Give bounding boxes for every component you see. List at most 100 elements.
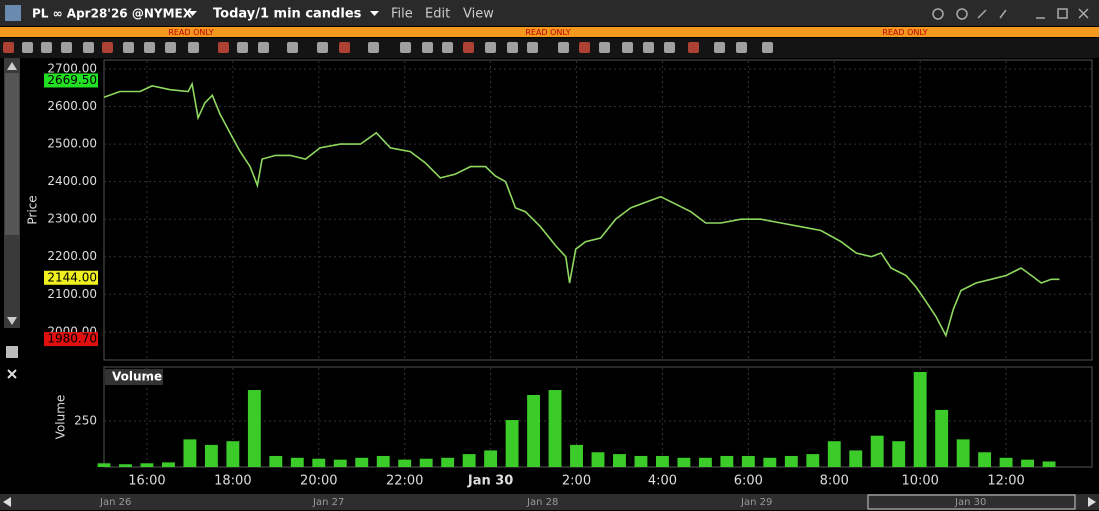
tool-icon[interactable] xyxy=(643,42,654,53)
volume-bar xyxy=(269,455,283,467)
volume-bar xyxy=(398,459,412,467)
volume-bar xyxy=(226,441,240,467)
close-panel[interactable] xyxy=(7,369,17,379)
tool-icon[interactable] xyxy=(83,42,94,53)
tool-icon[interactable] xyxy=(41,42,52,53)
x-tick-label: 4:00 xyxy=(648,474,677,489)
volume-bar xyxy=(419,458,433,467)
dropdown-arrow[interactable] xyxy=(188,11,197,16)
volume-bar xyxy=(527,394,541,467)
price-marker xyxy=(44,270,98,285)
y-tick-label: 2300.00 xyxy=(47,212,97,226)
volume-bar xyxy=(720,455,734,467)
y-tick-label: 2700.00 xyxy=(47,62,97,76)
volume-bar xyxy=(892,441,906,467)
x-tick-label: Jan 30 xyxy=(467,474,513,489)
tool-icon[interactable] xyxy=(61,42,72,53)
tool-icon[interactable] xyxy=(258,42,269,53)
maximize[interactable] xyxy=(1057,8,1068,19)
nav-left[interactable] xyxy=(3,497,11,507)
nav-date: Jan 26 xyxy=(99,497,131,508)
tool-icon[interactable] xyxy=(400,42,411,53)
tool-icon[interactable] xyxy=(558,42,569,53)
contract-title[interactable]: PL ∞ Apr28'26 @NYMEX xyxy=(32,7,193,21)
volume-bar xyxy=(613,454,626,467)
tool-icon[interactable] xyxy=(3,42,14,53)
tool-icon[interactable] xyxy=(102,42,113,53)
volume-bar xyxy=(376,455,390,467)
tool-icon[interactable] xyxy=(165,42,176,53)
tool-icon[interactable] xyxy=(317,42,328,53)
control-icon[interactable] xyxy=(932,8,944,20)
price-marker xyxy=(44,73,98,88)
tool-icon[interactable] xyxy=(218,42,229,53)
tool-icon[interactable] xyxy=(422,42,433,53)
menu-item[interactable]: View xyxy=(463,7,494,22)
scroll-up[interactable] xyxy=(7,62,17,70)
tool-icon[interactable] xyxy=(144,42,155,53)
volume-bar xyxy=(849,450,863,467)
tool-icon[interactable] xyxy=(188,42,199,53)
price-panel xyxy=(103,59,1093,361)
navigator xyxy=(0,494,1099,510)
volume-bar xyxy=(698,457,712,467)
volume-bar xyxy=(441,457,455,467)
toolbar xyxy=(0,38,1099,58)
tool-icon[interactable] xyxy=(599,42,610,53)
tool-icon[interactable] xyxy=(714,42,725,53)
volume-bar xyxy=(784,455,798,467)
control-icon[interactable] xyxy=(977,9,987,19)
tool-icon[interactable] xyxy=(664,42,675,53)
close[interactable] xyxy=(1078,8,1089,19)
nav-right[interactable] xyxy=(1088,497,1096,507)
scroll-thumb[interactable] xyxy=(5,73,19,235)
y-tick-label: 2500.00 xyxy=(47,137,97,151)
tool-icon[interactable] xyxy=(463,42,474,53)
volume-bar xyxy=(290,457,304,467)
x-tick-label: 2:00 xyxy=(562,474,591,489)
y-axis-label: Volume xyxy=(54,395,68,440)
dropdown-arrow[interactable] xyxy=(370,11,379,16)
tool-icon[interactable] xyxy=(507,42,518,53)
tool-icon[interactable] xyxy=(736,42,747,53)
volume-bar xyxy=(999,457,1013,467)
volume-bar xyxy=(1042,461,1056,467)
control-icon[interactable] xyxy=(999,9,1007,19)
price-marker-label: 2669.50 xyxy=(47,73,97,87)
title-bar xyxy=(0,0,1099,26)
price-line xyxy=(103,81,1060,338)
tool-icon[interactable] xyxy=(123,42,134,53)
volume-bar xyxy=(119,464,132,467)
volume-bar xyxy=(312,458,326,467)
timeframe[interactable]: Today/1 min candles xyxy=(213,7,362,22)
nav-thumb[interactable] xyxy=(867,494,1076,510)
control-icon[interactable] xyxy=(956,8,968,20)
x-tick-label: 18:00 xyxy=(214,474,251,489)
read-only: READ ONLY xyxy=(168,28,213,37)
menu-item[interactable]: Edit xyxy=(425,7,450,22)
menu-item[interactable]: File xyxy=(391,7,413,22)
tool-icon[interactable] xyxy=(368,42,379,53)
tool-icon[interactable] xyxy=(22,42,33,53)
tool-icon[interactable] xyxy=(442,42,453,53)
volume-title: Volume xyxy=(112,370,162,384)
tool-icon[interactable] xyxy=(287,42,298,53)
tool-icon[interactable] xyxy=(339,42,350,53)
volume-bar xyxy=(204,444,218,467)
tool-icon[interactable] xyxy=(485,42,496,53)
tool-icon[interactable] xyxy=(762,42,773,53)
tool-icon[interactable] xyxy=(579,42,590,53)
volume-bar xyxy=(935,409,949,467)
nav-date: Jan 27 xyxy=(312,497,344,508)
volume-bar xyxy=(333,459,347,467)
volume-bar xyxy=(913,371,927,467)
scroll-down[interactable] xyxy=(7,317,17,325)
x-tick-label: 20:00 xyxy=(300,474,337,489)
lock-icon[interactable] xyxy=(6,346,18,358)
tool-icon[interactable] xyxy=(527,42,538,53)
tool-icon[interactable] xyxy=(237,42,248,53)
tool-icon[interactable] xyxy=(688,42,699,53)
read-only: READ ONLY xyxy=(882,28,927,37)
tool-icon[interactable] xyxy=(622,42,633,53)
